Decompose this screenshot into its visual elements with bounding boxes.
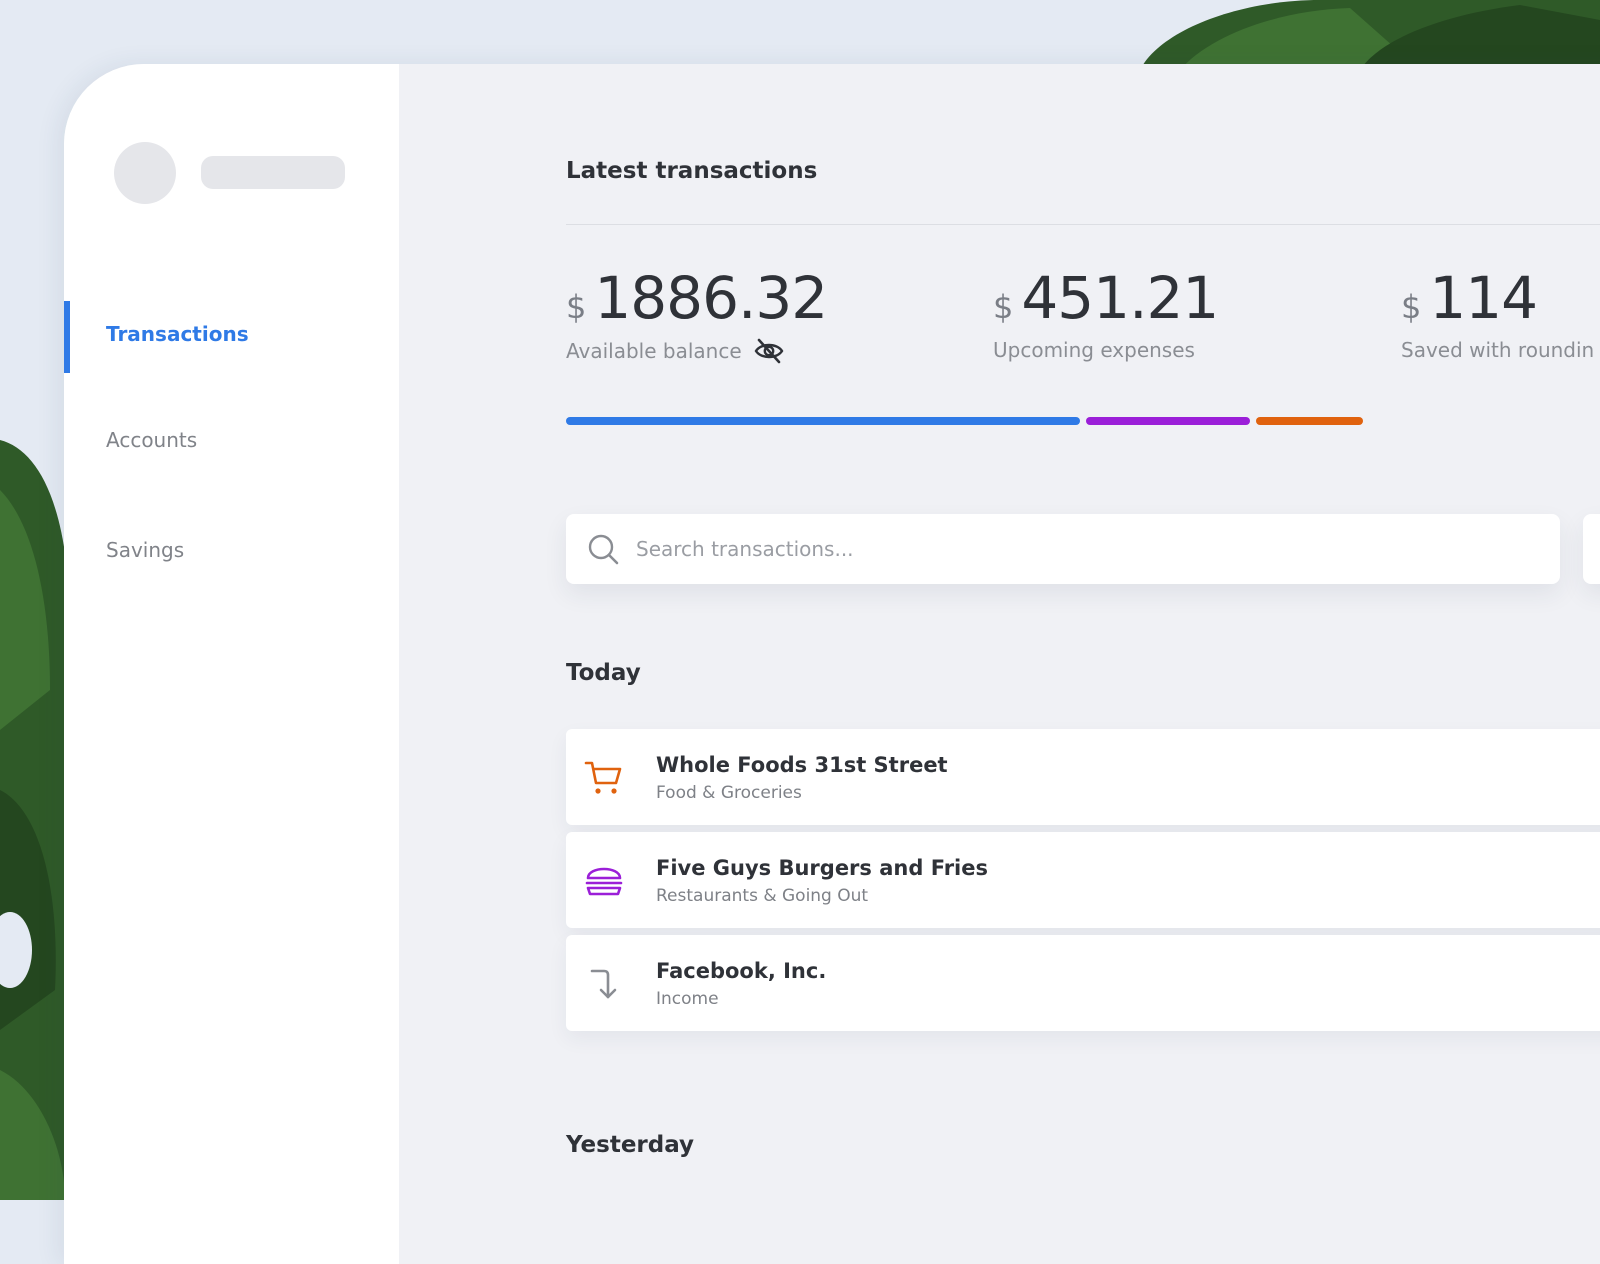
transaction-category: Food & Groceries — [656, 783, 802, 803]
transaction-row[interactable]: Five Guys Burgers and Fries Restaurants … — [566, 832, 1600, 928]
page-title: Latest transactions — [566, 158, 818, 184]
search-icon — [586, 532, 620, 566]
transaction-row[interactable]: Facebook, Inc. Income — [566, 935, 1600, 1031]
stat-upcoming-expenses: $ 451.21 Upcoming expenses — [993, 264, 1219, 362]
active-nav-indicator — [64, 301, 70, 373]
main-content: Latest transactions $ 1886.32 Available … — [399, 64, 1600, 1264]
savings-bar-segment — [1256, 417, 1363, 425]
sidebar-item-accounts[interactable]: Accounts — [106, 428, 198, 452]
stat-value: 451.21 — [1021, 264, 1219, 332]
transaction-name: Facebook, Inc. — [656, 959, 827, 983]
stat-label: Upcoming expenses — [993, 338, 1195, 362]
stat-saved-with-rounding: $ 114 Saved with roundin — [1401, 264, 1594, 362]
avatar[interactable] — [114, 142, 176, 204]
transaction-name: Whole Foods 31st Street — [656, 753, 948, 777]
transaction-name: Five Guys Burgers and Fries — [656, 856, 988, 880]
transaction-category: Income — [656, 989, 719, 1009]
transaction-category: Restaurants & Going Out — [656, 886, 869, 906]
eye-off-icon[interactable] — [754, 338, 784, 364]
shopping-cart-icon — [584, 757, 624, 797]
plant-leaf-left-icon — [0, 440, 70, 1200]
plant-leaf-top-icon — [1140, 0, 1600, 70]
group-title-yesterday: Yesterday — [566, 1132, 695, 1158]
title-divider — [566, 224, 1600, 225]
expenses-bar-segment — [1086, 417, 1250, 425]
app-window: Transactions Accounts Savings Latest tra… — [64, 64, 1600, 1264]
currency-symbol: $ — [1401, 288, 1422, 326]
sidebar: Transactions Accounts Savings — [64, 64, 399, 1264]
transaction-row[interactable]: Whole Foods 31st Street Food & Groceries — [566, 729, 1600, 825]
search-box — [566, 514, 1560, 584]
group-title-today: Today — [566, 660, 641, 686]
stat-value: 114 — [1429, 264, 1538, 332]
currency-symbol: $ — [993, 288, 1014, 326]
arrow-down-turn-icon — [584, 963, 624, 1003]
balance-bar-segment — [566, 417, 1080, 425]
stat-label: Saved with roundin — [1401, 338, 1595, 362]
user-name-placeholder — [201, 156, 345, 189]
stat-value: 1886.32 — [594, 264, 828, 332]
filter-button[interactable] — [1583, 514, 1600, 584]
stat-label: Available balance — [566, 339, 742, 363]
sidebar-item-transactions[interactable]: Transactions — [106, 322, 249, 346]
burger-icon — [584, 860, 624, 900]
currency-symbol: $ — [566, 288, 587, 326]
stat-available-balance: $ 1886.32 Available balance — [566, 264, 828, 364]
sidebar-item-savings[interactable]: Savings — [106, 538, 185, 562]
search-input[interactable] — [634, 536, 1518, 562]
